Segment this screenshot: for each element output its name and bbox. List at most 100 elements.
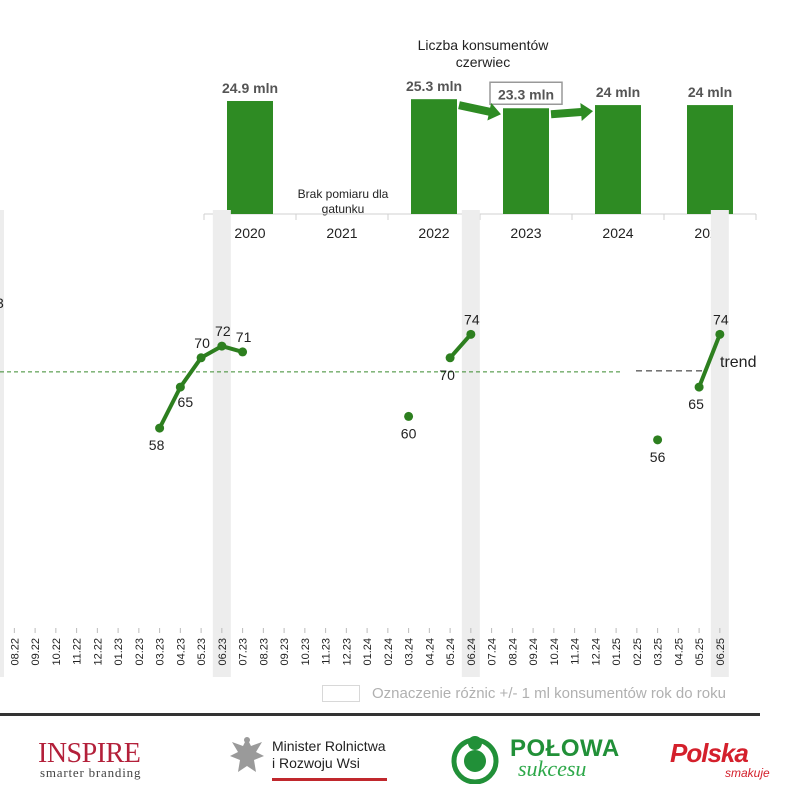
data-label-03.25: 56: [650, 449, 666, 465]
data-label-06.24: 74: [464, 311, 480, 327]
data-label-03.23: 58: [149, 437, 165, 453]
bar-value-label: 24 mln: [596, 84, 640, 100]
x-tick-label-01.24: 01.24: [362, 638, 374, 666]
no-data-note-line1: Brak pomiaru dla: [298, 187, 389, 201]
diff-band-06.25: [710, 210, 729, 677]
inspire-tagline: smarter branding: [40, 765, 142, 780]
data-point-03.23: [155, 423, 165, 433]
bar-category-label: 2023: [510, 225, 541, 241]
x-tick-label-08.22: 08.22: [9, 638, 21, 666]
ministry-name-line1: Minister Rolnictwa: [272, 738, 386, 754]
data-point-05.24: [445, 353, 455, 363]
x-tick-label-07.23: 07.23: [238, 638, 250, 666]
x-tick-label-06.24: 06.24: [466, 638, 478, 666]
bar-category-label: 2024: [602, 225, 633, 241]
data-label-06.25: 74: [713, 311, 729, 327]
data-point-06.25: [715, 329, 725, 339]
x-tick-label-06.23: 06.23: [217, 638, 229, 666]
series-line: [697, 332, 722, 390]
highlight-value-box: [489, 81, 563, 106]
trend-label: trend: [720, 354, 756, 371]
data-point-03.25: [653, 435, 663, 445]
diff-band-06.23: [212, 210, 231, 677]
x-tick-label-12.23: 12.23: [341, 638, 353, 666]
data-point-04.23: [175, 382, 185, 392]
x-tick-label-11.22: 11.22: [72, 638, 84, 665]
x-tick-label-09.23: 09.23: [279, 638, 291, 666]
legend-text: Oznaczenie różnic +/- 1 ml konsumentów r…: [372, 685, 726, 702]
polowa-logo-subtext: sukcesu: [518, 756, 587, 781]
x-tick-label-10.22: 10.22: [51, 638, 63, 666]
bar-chart-title-line1: Liczba konsumentów: [418, 37, 550, 53]
x-tick-label-01.25: 01.25: [611, 638, 623, 666]
eagle-emblem-icon: [230, 737, 264, 772]
data-label-03.24: 60: [401, 425, 417, 441]
x-tick-label-04.25: 04.25: [673, 638, 685, 666]
bar-2022: [411, 99, 457, 214]
bar-trend-arrow: [458, 101, 501, 121]
x-tick-label-11.23: 11.23: [321, 638, 333, 665]
bar-2024: [595, 105, 641, 214]
data-point-05.25: [694, 382, 704, 392]
x-tick-label-09.22: 09.22: [30, 638, 42, 666]
ministry-red-rule: [272, 778, 387, 781]
x-tick-label-03.24: 03.24: [404, 638, 416, 666]
bar-category-label: 2022: [418, 225, 449, 241]
series-line: [448, 332, 473, 360]
ministry-name-line2: i Rozwoju Wsi: [272, 755, 360, 771]
inspire-logo: INSPIRE: [38, 738, 141, 769]
x-tick-label-04.23: 04.23: [175, 638, 187, 666]
x-tick-label-10.23: 10.23: [300, 638, 312, 666]
bar-value-label: 25.3 mln: [406, 78, 462, 94]
data-label-04.23: 65: [178, 394, 194, 410]
x-tick-label-07.24: 07.24: [487, 638, 499, 666]
partial-left-label: 3: [0, 295, 4, 311]
x-tick-label-03.25: 03.25: [653, 638, 665, 666]
footer-divider: [0, 713, 760, 716]
diff-band-06.24: [461, 210, 480, 677]
polska-smakuje-logo: Polska: [670, 738, 749, 768]
data-label-05.24: 70: [439, 367, 455, 383]
bar-chart-title-line2: czerwiec: [456, 54, 510, 70]
x-tick-label-03.23: 03.23: [155, 638, 167, 666]
bar-2020: [227, 100, 273, 214]
data-label-06.23: 72: [215, 323, 231, 339]
diff-band-partial: [0, 210, 4, 677]
x-tick-label-12.22: 12.22: [92, 638, 104, 666]
data-label-05.23: 70: [194, 335, 210, 351]
x-tick-label-04.24: 04.24: [424, 638, 436, 666]
data-point-06.23: [217, 341, 227, 351]
legend-swatch: [322, 685, 360, 702]
data-point-03.24: [404, 411, 414, 421]
x-tick-label-05.24: 05.24: [445, 638, 457, 666]
x-tick-label-02.25: 02.25: [632, 638, 644, 666]
x-tick-label-05.25: 05.25: [694, 638, 706, 666]
bar-2025: [687, 105, 733, 214]
x-tick-label-12.24: 12.24: [590, 638, 602, 666]
x-tick-label-01.23: 01.23: [113, 638, 125, 666]
bars-layer: 2020 24.9 mln 2021 2022 25.3 mln 2023 23.3 mln…: [203, 78, 757, 241]
bar-category-label: 2021: [326, 225, 357, 241]
bar-trend-arrow: [550, 103, 593, 121]
x-tick-label-02.23: 02.23: [134, 638, 146, 666]
bar-chart: Liczba konsumentów czerwiec Brak pomiaru…: [203, 37, 757, 241]
x-tick-label-08.23: 08.23: [258, 638, 270, 666]
data-point-07.23: [238, 347, 248, 357]
x-tick-label-07.22: 07.22: [0, 638, 1, 666]
polowa-logo-icon: [451, 736, 499, 784]
ministry-name: Minister Rolnictwa i Rozwoju Wsi: [272, 738, 402, 772]
bar-value-label: 23.3 mln: [498, 86, 554, 102]
data-point-05.23: [196, 353, 206, 363]
polska-smakuje-tagline: smakuje: [725, 766, 770, 780]
x-tick-label-02.24: 02.24: [383, 638, 395, 666]
bar-2023: [503, 108, 549, 214]
x-tick-label-11.24: 11.24: [570, 638, 582, 665]
bar-value-label: 24 mln: [688, 84, 732, 100]
x-tick-label-06.25: 06.25: [715, 638, 727, 666]
line-layer: 58 65 70 72 71 60 70 74 56 65 74 07.22 08.22 09.22 10.…: [0, 210, 729, 677]
x-tick-label-05.23: 05.23: [196, 638, 208, 666]
x-tick-label-08.24: 08.24: [507, 638, 519, 666]
x-tick-label-09.24: 09.24: [528, 638, 540, 666]
no-data-note-line2: gatunku: [322, 202, 365, 216]
bar-category-label: 2020: [234, 225, 265, 241]
